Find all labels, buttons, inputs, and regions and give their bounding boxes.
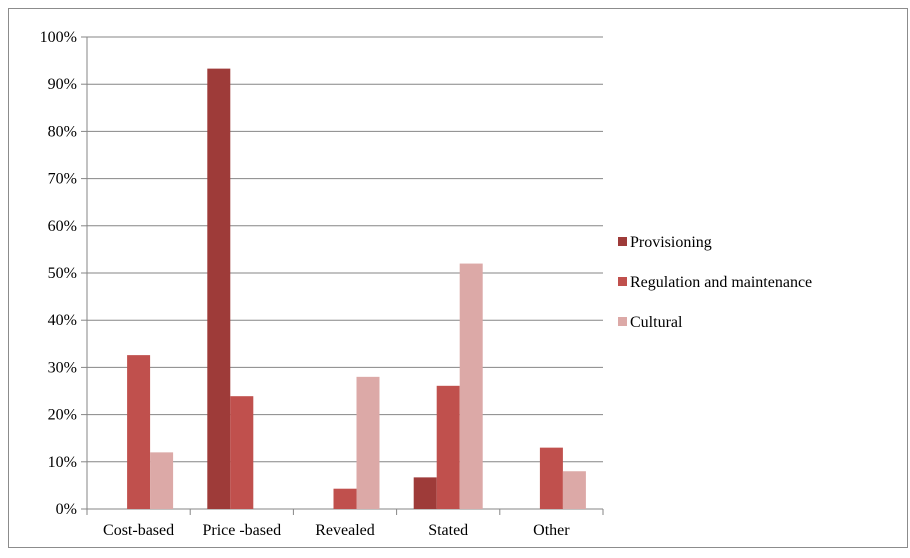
legend: Provisioning Regulation and maintenance Cu… [618,234,812,331]
bar [562,471,586,509]
x-axis-category-labels: Cost-based Price -based Revealed Stated Othe… [103,522,570,539]
legend-label: Provisioning [630,234,712,251]
x-category-label: Price -based [202,522,281,539]
y-tick-label: 80% [48,123,77,140]
bar [356,376,380,509]
bar [207,68,231,510]
legend-swatch [618,237,627,246]
bar [413,477,437,509]
bar [150,452,174,509]
y-tick-label: 70% [48,171,77,188]
y-tick-label: 30% [48,359,77,376]
gridlines [81,36,604,515]
bar [333,488,357,509]
bar [230,396,254,509]
y-tick-label: 50% [48,265,77,282]
x-category-label: Stated [428,522,468,539]
y-tick-label: 0% [56,501,77,518]
legend-label: Cultural [630,314,683,331]
y-axis-tick-labels: 0% 10% 20% 30% 40% 50% 60% 70% 80% 90% 100% [40,29,77,518]
legend-swatch [618,317,627,326]
bar [436,385,460,509]
legend-swatch [618,277,627,286]
y-tick-label: 100% [40,29,77,46]
y-tick-label: 40% [48,312,77,329]
y-tick-label: 60% [48,218,77,235]
y-tick-label: 20% [48,407,77,424]
bars [127,68,586,510]
y-tick-label: 10% [48,454,77,471]
x-category-label: Cost-based [103,522,174,539]
y-tick-label: 90% [48,76,77,93]
bar [539,447,563,509]
bar [127,355,151,509]
x-category-label: Revealed [315,522,375,539]
bar [459,263,483,509]
legend-label: Regulation and maintenance [630,274,812,291]
x-category-label: Other [533,522,570,539]
